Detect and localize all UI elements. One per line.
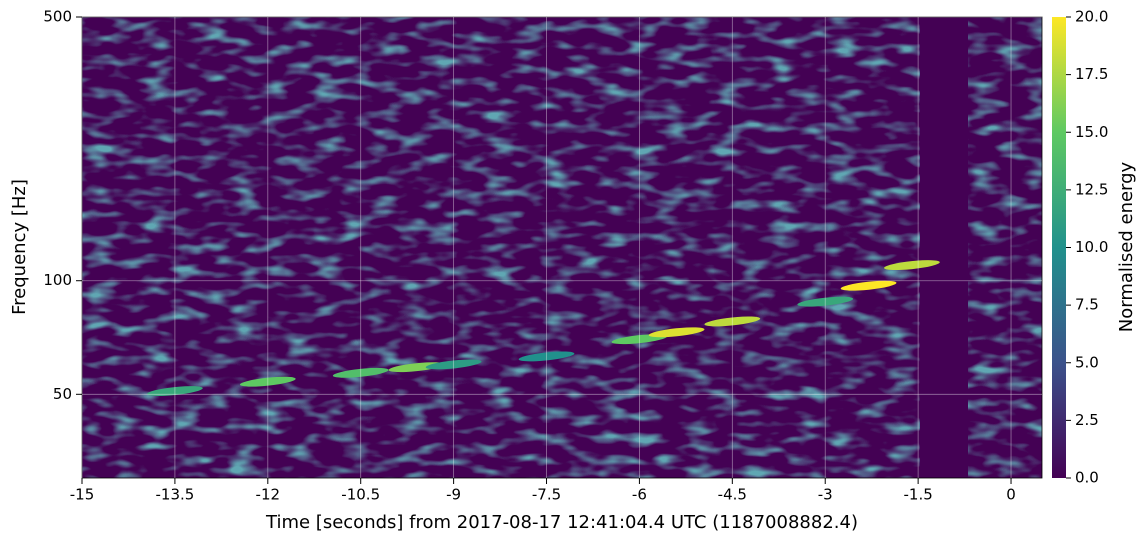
colorbar-label: Normalised energy [1116,161,1137,332]
colorbar [1052,17,1066,478]
x-tick-label: -7.5 [532,486,561,504]
energy-blob [884,260,940,271]
colorbar-tick-label: 10.0 [1075,238,1108,256]
energy-blob [704,316,761,327]
colorbar-tick-label: 20.0 [1075,8,1108,26]
x-tick-label: -13.5 [155,486,194,504]
x-axis-label: Time [seconds] from 2017-08-17 12:41:04.… [265,512,858,533]
energy-blob [518,351,575,362]
y-axis-label: Frequency [Hz] [9,179,30,315]
x-tick-label: 0 [1006,486,1016,504]
y-tick-label: 50 [53,385,72,403]
x-tick-label: -12 [256,486,281,504]
colorbar-tick-label: 12.5 [1075,180,1108,198]
energy-blob [840,280,897,291]
energy-blob [648,327,705,338]
colorbar-tick-label: 15.0 [1075,123,1108,141]
energy-blob [797,296,854,307]
energy-blob [425,359,482,370]
gated-band [920,17,968,478]
x-tick-label: -6 [632,486,647,504]
x-tick-label: -1.5 [903,486,932,504]
energy-blob [239,376,296,387]
x-tick-label: -9 [446,486,461,504]
colorbar-tick-label: 17.5 [1075,65,1108,83]
x-tick-label: -10.5 [341,486,380,504]
x-tick-label: -15 [70,486,95,504]
y-tick-label: 100 [43,271,72,289]
energy-blob [332,367,389,378]
plot-area [82,17,1042,478]
x-tick-label: -3 [818,486,833,504]
energy-blob [147,386,203,396]
colorbar-tick-label: 5.0 [1075,353,1099,371]
colorbar-tick-label: 0.0 [1075,469,1099,487]
plot-frame [81,16,1043,479]
x-tick-label: -4.5 [718,486,747,504]
noise-texture [82,17,1042,478]
colorbar-tick-label: 2.5 [1075,411,1099,429]
colorbar-tick-label: 7.5 [1075,296,1099,314]
y-tick-label: 500 [43,8,72,26]
